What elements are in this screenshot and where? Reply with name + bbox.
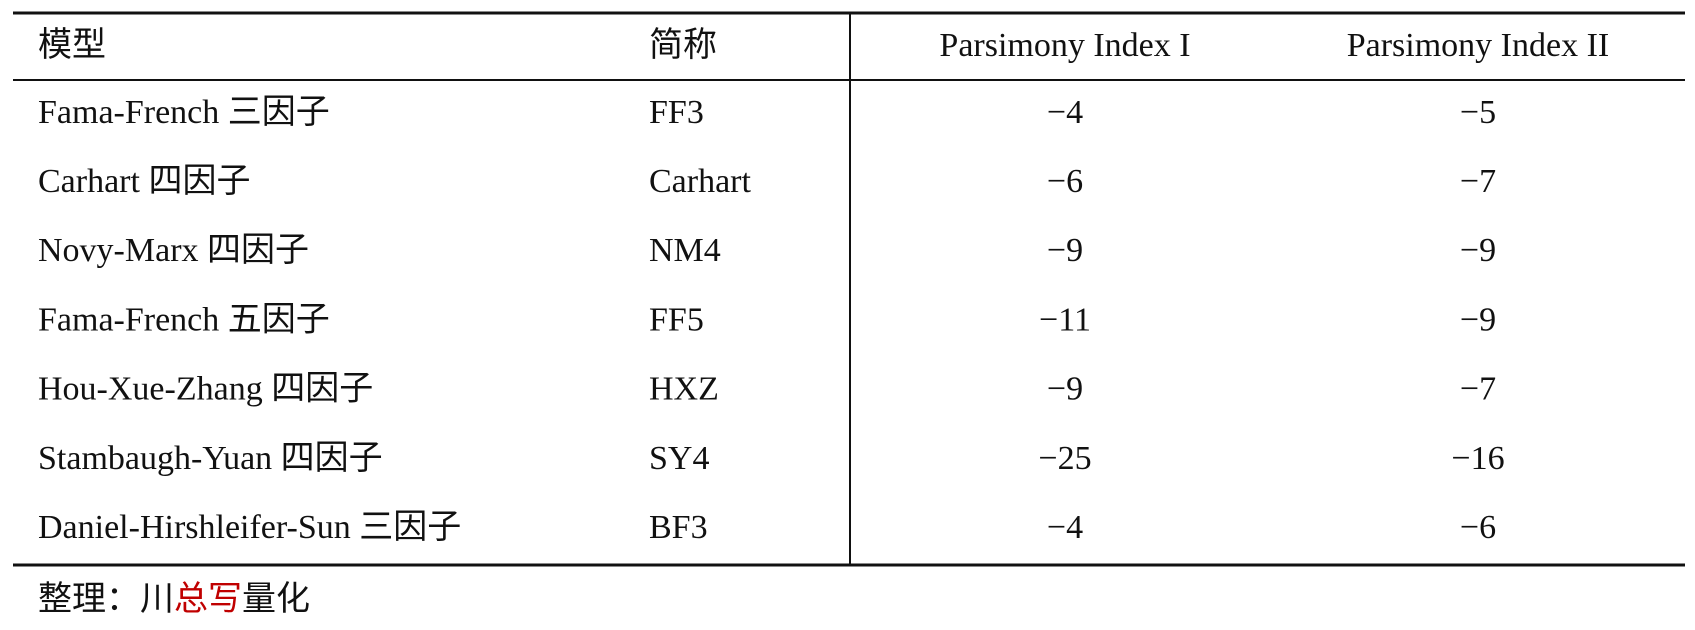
footer-part: 总写 (174, 580, 242, 618)
cell: Fama-French 三因子 (38, 94, 330, 131)
cell: −25 (1038, 440, 1091, 477)
cell: −7 (1460, 371, 1496, 408)
header-cell: 模型 (38, 26, 106, 64)
cell: Novy-Marx 四因子 (38, 232, 309, 269)
cell: Stambaugh-Yuan 四因子 (38, 440, 383, 477)
cell: −16 (1451, 440, 1504, 477)
cell: −6 (1047, 163, 1083, 200)
cell: BF3 (649, 509, 708, 546)
cell: −4 (1047, 94, 1083, 131)
cell: −9 (1047, 232, 1083, 269)
header-cell: Parsimony Index I (939, 27, 1190, 64)
cell: −9 (1047, 371, 1083, 408)
header-cell: 简称 (649, 26, 717, 64)
cell: −11 (1039, 301, 1091, 338)
footer-part: 量化 (242, 580, 310, 618)
cell: SY4 (649, 440, 709, 477)
cell: Carhart (649, 163, 752, 200)
cell: NM4 (649, 232, 721, 269)
cell: FF5 (649, 301, 704, 338)
cell: −6 (1460, 509, 1496, 546)
cell: −9 (1460, 301, 1496, 338)
footer-part: 整理：川 (38, 580, 174, 618)
header-cell: Parsimony Index II (1347, 27, 1610, 64)
footer: 整理：川总写量化 (38, 580, 310, 618)
cell: HXZ (649, 371, 719, 408)
cell: −5 (1460, 94, 1496, 131)
cell: Hou-Xue-Zhang 四因子 (38, 371, 373, 408)
cell: Carhart 四因子 (38, 163, 250, 200)
cell: Daniel-Hirshleifer-Sun 三因子 (38, 509, 461, 546)
cell: FF3 (649, 94, 704, 131)
cell: −4 (1047, 509, 1083, 546)
cell: Fama-French 五因子 (38, 301, 330, 338)
cell: −9 (1460, 232, 1496, 269)
cell: −7 (1460, 163, 1496, 200)
